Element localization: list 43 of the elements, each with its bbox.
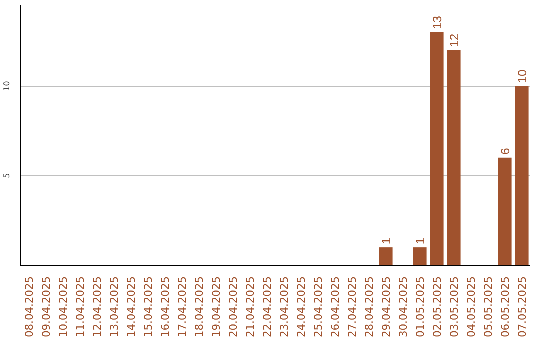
x-tick-label: 24.04.2025 <box>295 276 308 338</box>
data-label: 13 <box>430 16 444 30</box>
x-tick-label: 15.04.2025 <box>142 276 155 338</box>
x-tick-label: 12.04.2025 <box>91 276 104 338</box>
x-tick-label: 20.04.2025 <box>227 276 240 338</box>
data-label: 10 <box>516 70 530 84</box>
x-tick-label: 25.04.2025 <box>312 276 325 338</box>
x-tick-label: 17.04.2025 <box>176 276 189 338</box>
x-tick-label: 01.05.2025 <box>414 276 427 338</box>
x-tick-label: 16.04.2025 <box>159 276 172 338</box>
bar <box>447 50 461 266</box>
x-tick-label: 13.04.2025 <box>108 276 121 338</box>
bar <box>379 248 393 266</box>
x-tick-label: 29.04.2025 <box>380 276 393 338</box>
x-tick-label: 18.04.2025 <box>193 276 206 338</box>
x-tick-label: 27.04.2025 <box>346 276 359 338</box>
x-tick-label: 10.04.2025 <box>57 276 70 338</box>
bar <box>515 86 529 266</box>
x-tick-label: 03.05.2025 <box>448 276 461 338</box>
x-tick-label: 19.04.2025 <box>210 276 223 338</box>
x-tick-label: 21.04.2025 <box>244 276 257 338</box>
data-label: 6 <box>498 148 512 155</box>
x-tick-label: 22.04.2025 <box>261 276 274 338</box>
x-tick-label: 05.05.2025 <box>482 276 495 338</box>
x-tick-label: 06.05.2025 <box>499 276 512 338</box>
data-label: 1 <box>380 238 394 245</box>
x-tick-label: 23.04.2025 <box>278 276 291 338</box>
x-tick-label: 02.05.2025 <box>431 276 444 338</box>
x-tick-label: 28.04.2025 <box>363 276 376 338</box>
x-tick-label: 08.04.2025 <box>23 276 36 338</box>
y-tick-label: 5 <box>2 173 12 178</box>
data-label: 1 <box>414 238 428 245</box>
x-tick-label: 14.04.2025 <box>125 276 138 338</box>
bar <box>430 32 444 266</box>
x-tick-label: 04.05.2025 <box>465 276 478 338</box>
x-tick-label: 11.04.2025 <box>74 276 87 338</box>
bar <box>498 158 512 266</box>
x-tick-label: 30.04.2025 <box>397 276 410 338</box>
x-tick-label: 09.04.2025 <box>40 276 53 338</box>
x-tick-label: 26.04.2025 <box>329 276 342 338</box>
data-label: 12 <box>448 34 462 48</box>
bar <box>413 248 427 266</box>
x-tick-label: 07.05.2025 <box>516 276 529 338</box>
